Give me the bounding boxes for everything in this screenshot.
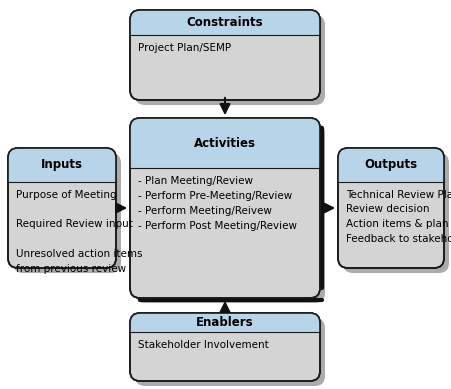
FancyBboxPatch shape [135, 15, 325, 105]
FancyBboxPatch shape [130, 118, 320, 168]
Bar [130, 143, 320, 168]
FancyBboxPatch shape [130, 10, 320, 35]
Bar [130, 322, 320, 332]
Text: Enablers: Enablers [196, 316, 254, 329]
FancyBboxPatch shape [13, 153, 121, 273]
FancyBboxPatch shape [130, 10, 320, 100]
FancyBboxPatch shape [8, 148, 116, 268]
FancyBboxPatch shape [8, 148, 116, 182]
Text: Activities: Activities [194, 137, 256, 150]
FancyBboxPatch shape [338, 148, 444, 182]
Text: Project Plan/SEMP: Project Plan/SEMP [138, 43, 231, 53]
Text: Technical Review Plan
Review decision
Action items & plan
Feedback to stakeholde: Technical Review Plan Review decision Ac… [346, 189, 451, 244]
Text: Purpose of Meeting

Required Review input

Unresolved action items
from previous: Purpose of Meeting Required Review input… [16, 189, 143, 273]
FancyBboxPatch shape [343, 153, 449, 273]
Text: Inputs: Inputs [41, 158, 83, 171]
FancyBboxPatch shape [338, 148, 444, 268]
FancyBboxPatch shape [135, 318, 325, 386]
Bar [338, 165, 444, 182]
Bar [8, 165, 116, 182]
FancyBboxPatch shape [135, 123, 325, 303]
Text: - Plan Meeting/Review
- Perform Pre-Meeting/Review
- Perform Meeting/Reivew
- Pe: - Plan Meeting/Review - Perform Pre-Meet… [138, 176, 297, 231]
FancyBboxPatch shape [130, 313, 320, 381]
Text: Outputs: Outputs [364, 158, 418, 171]
Text: Constraints: Constraints [187, 16, 263, 29]
Text: Stakeholder Involvement: Stakeholder Involvement [138, 340, 269, 350]
Bar [130, 23, 320, 35]
FancyBboxPatch shape [130, 313, 320, 332]
FancyBboxPatch shape [130, 118, 320, 298]
